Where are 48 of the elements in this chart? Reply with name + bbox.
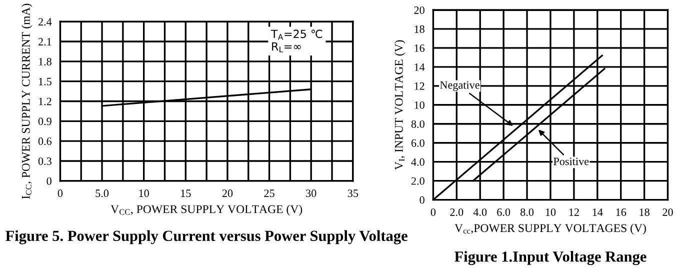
y-tick-label: 6.0 — [411, 139, 424, 147]
x-tick-label: 14 — [592, 208, 603, 216]
text: Figure 5. Power Supply Current versus Power Supply Voltage — [6, 230, 408, 244]
y-tick-label: 20 — [414, 6, 424, 14]
x-tick-label: 15 — [181, 190, 191, 198]
x-tick-label: 6.0 — [497, 208, 510, 216]
y-tick-label: 1.8 — [38, 58, 52, 66]
y-tick-label: 10 — [414, 101, 424, 109]
y-tick-label: 14 — [414, 63, 425, 71]
x-tick-label: 18 — [640, 208, 650, 216]
y-tick-label: 0 — [46, 177, 52, 185]
x-tick-label: 10 — [139, 190, 149, 198]
y-tick-label: 18 — [414, 25, 424, 33]
x-axis-title: V$_{CC}$, POWER SUPPLY VOLTAGE (V) — [110, 204, 302, 216]
annotation: Positive — [554, 158, 589, 166]
text: Figure 1.Input Voltage Range — [454, 251, 646, 266]
y-tick-label: 1.5 — [38, 78, 52, 86]
annotation: T$_{A}$=25 ℃ R$_{L}$=∞ — [270, 30, 322, 52]
y-tick-label: 0.3 — [38, 157, 52, 165]
y-tick-label: 8.0 — [411, 120, 424, 128]
x-tick-label: 35 — [348, 190, 358, 198]
y-axis-title: I$_{CC}$, POWER SUPPLY CURRENT (mA) — [22, 4, 32, 199]
y-tick-label: 0.9 — [38, 118, 52, 126]
y-tick-label: 4.0 — [411, 158, 424, 166]
y-tick-label: 2.4 — [38, 18, 52, 26]
x-tick-label: 20 — [662, 208, 673, 216]
y-tick-label: 2.0 — [411, 177, 424, 185]
x-tick-label: 0 — [58, 190, 63, 198]
y-tick-label: 0 — [420, 196, 424, 204]
y-tick-label: 12 — [414, 82, 424, 90]
annotation: Negative — [440, 81, 480, 92]
x-tick-label: 5.0 — [96, 190, 109, 198]
y-tick-label: 2.1 — [38, 38, 52, 46]
x-tick-label: 8.0 — [520, 208, 534, 216]
x-tick-label: 4.0 — [473, 208, 487, 216]
x-tick-label: 10 — [546, 208, 556, 216]
y-tick-label: 0.6 — [38, 138, 52, 146]
y-axis-title: V$_{I}$, INPUT VOLTAGE (V) — [394, 40, 406, 170]
x-tick-label: 12 — [569, 208, 579, 216]
x-tick-label: 20 — [222, 190, 233, 198]
y-tick-label: 1.2 — [38, 98, 52, 106]
x-tick-label: 0 — [430, 208, 436, 216]
x-axis-title: V$_{cc}$,POWER SUPPLY VOLTAGES (V) — [454, 224, 646, 234]
x-tick-label: 25 — [264, 190, 274, 198]
x-tick-label: 16 — [616, 208, 626, 216]
x-tick-label: 30 — [306, 190, 316, 198]
y-tick-label: 16 — [414, 44, 425, 52]
x-tick-label: 2.0 — [450, 208, 464, 216]
